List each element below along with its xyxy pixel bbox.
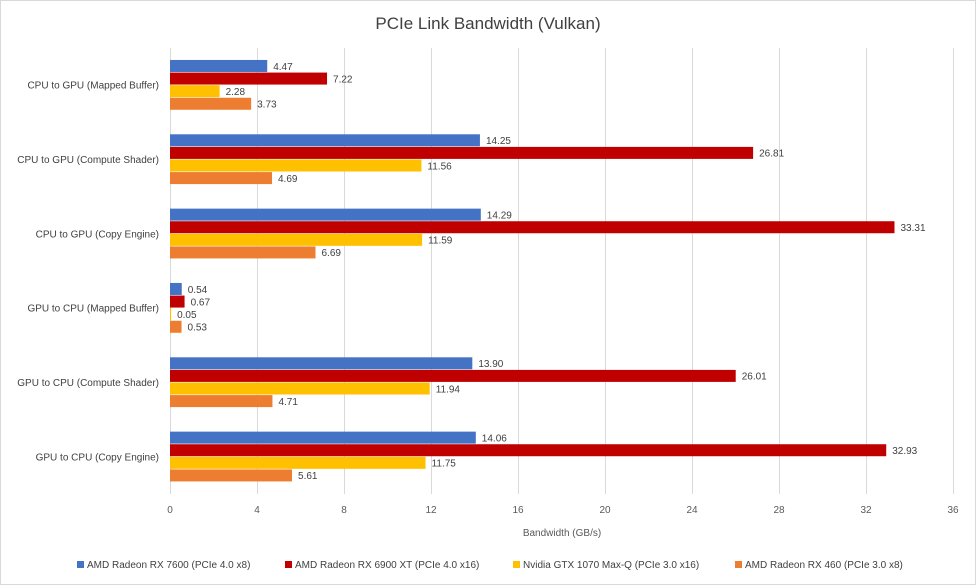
legend: AMD Radeon RX 7600 (PCIe 4.0 x8) AMD Rade… [77,560,903,571]
data-label: 0.54 [188,285,208,296]
data-label: 11.94 [436,384,461,395]
x-tick-label: 28 [773,505,785,516]
x-tick-labels: 0 4 8 12 16 20 24 28 32 36 [167,505,959,516]
data-label: 0.67 [191,297,211,308]
bar [170,395,273,408]
data-label: 11.75 [432,459,457,470]
x-tick-label: 16 [512,505,524,516]
x-axis-title: Bandwidth (GB/s) [523,528,601,539]
data-label: 5.61 [298,471,318,482]
data-label: 2.28 [226,87,246,98]
bar [170,172,273,185]
bar [170,295,185,308]
legend-label: Nvidia GTX 1070 Max-Q (PCIe 3.0 x16) [523,560,699,571]
bar [170,382,430,395]
bar [170,456,426,469]
bar [170,146,754,159]
gridlines [170,48,954,494]
legend-swatch [735,561,742,568]
bar [170,369,736,382]
legend-label: AMD Radeon RX 6900 XT (PCIe 4.0 x16) [295,560,479,571]
bar [170,444,887,457]
data-label: 4.47 [273,62,293,73]
legend-swatch [77,561,84,568]
bar [170,431,476,444]
data-label: 14.25 [486,136,511,147]
data-label: 14.29 [487,210,512,221]
bar [170,134,480,147]
data-label: 11.56 [427,161,452,172]
x-tick-label: 8 [341,505,347,516]
bar [170,320,182,333]
x-tick-label: 24 [686,505,698,516]
data-label: 33.31 [900,223,925,234]
bar [170,72,328,85]
bar [170,308,172,321]
data-label: 7.22 [333,74,353,85]
legend-swatch [285,561,292,568]
bar [170,208,481,221]
data-label: 4.71 [278,397,298,408]
legend-label: AMD Radeon RX 7600 (PCIe 4.0 x8) [87,560,250,571]
category-label: CPU to GPU (Mapped Buffer) [27,81,159,92]
legend-swatch [513,561,520,568]
bars [170,59,895,482]
x-tick-label: 20 [599,505,611,516]
data-label: 3.73 [257,100,277,111]
bar [170,246,316,259]
bar [170,159,422,172]
data-label: 4.69 [278,174,298,185]
x-tick-label: 4 [254,505,260,516]
x-tick-label: 0 [167,505,173,516]
data-label: 13.90 [478,359,503,370]
bar [170,221,895,234]
x-tick-label: 32 [860,505,872,516]
category-label: CPU to GPU (Copy Engine) [36,229,159,240]
data-label: 32.93 [892,446,917,457]
category-label: CPU to GPU (Compute Shader) [17,155,159,166]
bar [170,97,252,110]
bar [170,357,473,370]
data-label: 0.05 [177,310,197,321]
bar [170,469,293,482]
legend-label: AMD Radeon RX 460 (PCIe 3.0 x8) [745,560,903,571]
category-label: GPU to CPU (Copy Engine) [36,452,159,463]
x-tick-label: 12 [425,505,437,516]
bar [170,59,268,72]
data-label: 26.01 [742,372,767,383]
data-label: 11.59 [428,236,453,247]
bar [170,85,220,98]
bar [170,282,182,295]
data-label: 0.53 [188,323,208,334]
x-tick-label: 36 [947,505,959,516]
data-label: 26.81 [759,149,784,160]
category-label: GPU to CPU (Mapped Buffer) [27,304,159,315]
data-labels: 4.47 7.22 2.28 3.73 14.25 26.81 11.56 4.69 14.29… [177,62,926,482]
category-label: GPU to CPU (Compute Shader) [17,378,159,389]
bar [170,233,423,246]
data-label: 6.69 [322,248,342,259]
chart-title: PCIe Link Bandwidth (Vulkan) [375,14,600,33]
category-labels: CPU to GPU (Mapped Buffer) CPU to GPU (Co… [17,81,159,464]
data-label: 14.06 [482,433,507,444]
